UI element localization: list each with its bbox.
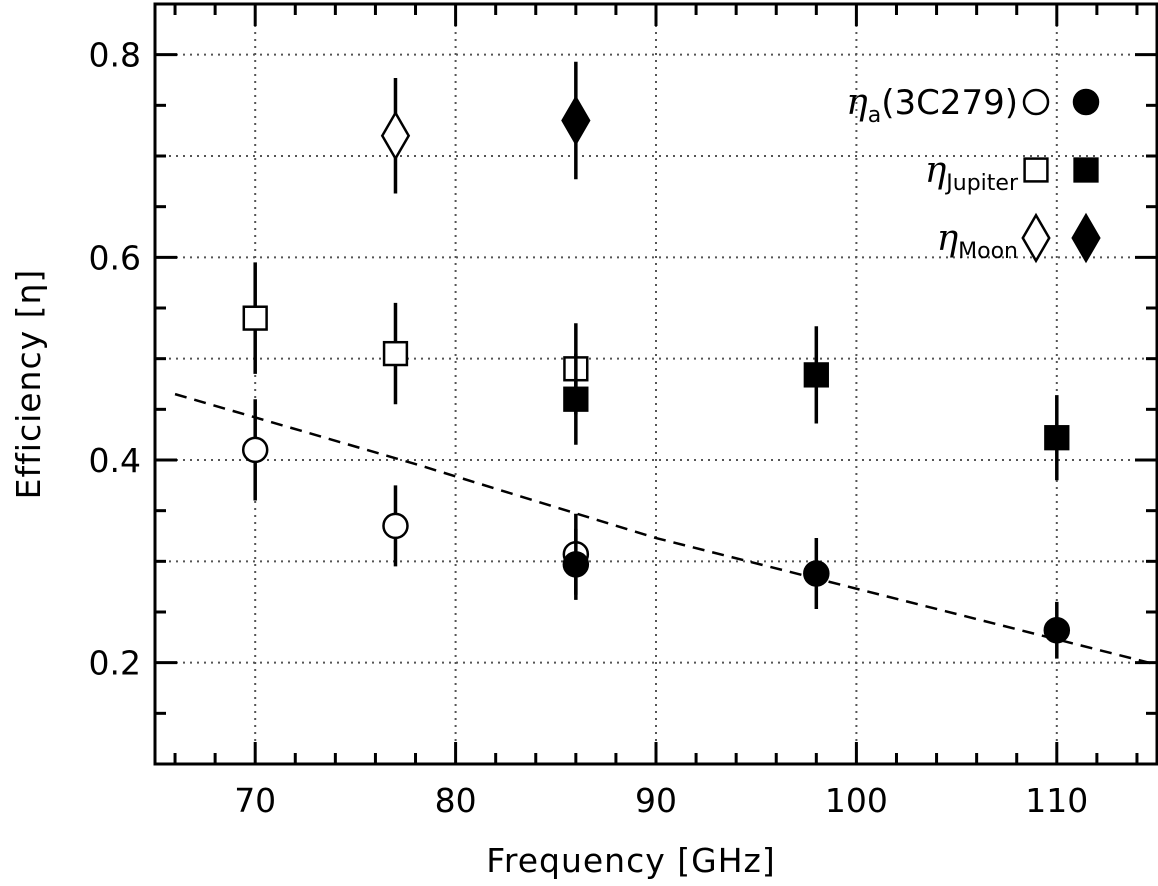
y-tick-label: 0.6	[89, 238, 141, 277]
x-axis-label: Frequency [GHz]	[486, 841, 775, 880]
data-point-circle	[562, 551, 590, 578]
legend-marker-filled	[1073, 157, 1099, 183]
x-tick-label: 100	[825, 781, 888, 820]
data-points	[241, 61, 1071, 659]
legend-marker-filled	[1071, 212, 1101, 264]
data-point-square	[382, 340, 409, 367]
tick-labels: 70 80 90 100 110 0.2 0.4 0.6 0.8	[89, 36, 1089, 820]
legend-entry: ηa(3C279)	[846, 82, 1100, 128]
legend: ηa(3C279) ηJupiter ηMoon	[846, 82, 1101, 264]
data-point-diamond	[561, 95, 591, 146]
x-tick-label: 90	[635, 781, 677, 820]
data-point-square	[803, 362, 829, 388]
y-axis-label: Efficiency [η]	[9, 269, 48, 500]
series-circle	[241, 399, 1071, 659]
data-point-circle	[382, 512, 409, 540]
series-square	[242, 262, 1070, 481]
x-tick-label: 80	[435, 781, 477, 820]
y-tick-label: 0.8	[89, 36, 141, 75]
data-point-diamond	[380, 110, 411, 162]
legend-label: ηJupiter	[925, 150, 1019, 196]
data-point-circle	[803, 560, 830, 587]
x-tick-label: 110	[1025, 781, 1088, 820]
grid-lines	[155, 4, 1157, 764]
legend-label: ηa(3C279)	[846, 82, 1018, 128]
data-point-circle	[1043, 616, 1071, 644]
axis-ticks	[155, 4, 1157, 764]
x-tick-label: 70	[234, 781, 276, 820]
legend-entry: ηJupiter	[925, 150, 1099, 196]
data-point-circle	[241, 436, 269, 464]
series-diamond	[380, 61, 591, 194]
legend-marker-open	[1022, 88, 1050, 116]
fit-line-layer	[174, 392, 1158, 666]
y-tick-label: 0.4	[89, 441, 141, 480]
y-tick-label: 0.2	[89, 644, 141, 683]
legend-marker-open	[1021, 212, 1051, 264]
legend-entry: ηMoon	[937, 212, 1101, 264]
legend-label: ηMoon	[937, 218, 1018, 264]
legend-marker-filled	[1072, 88, 1100, 116]
legend-marker-open	[1023, 157, 1049, 183]
data-point-square	[563, 386, 589, 412]
fit-line	[174, 392, 1158, 666]
data-point-square	[242, 305, 268, 331]
data-point-square	[1044, 425, 1070, 451]
